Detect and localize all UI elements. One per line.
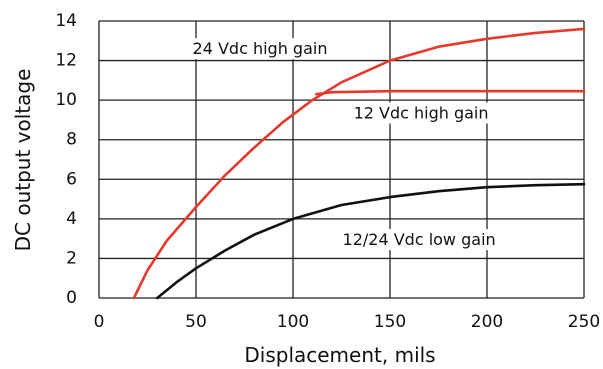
annotation-2: 12 Vdc high gain xyxy=(349,102,493,124)
y-tick-label: 4 xyxy=(66,209,77,229)
x-tick-label: 100 xyxy=(277,312,309,332)
y-tick-label: 8 xyxy=(66,130,77,150)
grid xyxy=(98,20,585,299)
annotation-3: 12/24 Vdc low gain xyxy=(338,229,500,251)
y-tick-label: 0 xyxy=(66,288,77,308)
series-line-1 xyxy=(132,27,586,300)
y-tick-label: 2 xyxy=(66,248,77,268)
annotation-background xyxy=(338,229,500,251)
annotation-1: 24 Vdc high gain xyxy=(188,38,332,60)
x-tick-label: 0 xyxy=(94,312,105,332)
annotation-label: 12 Vdc high gain xyxy=(354,103,489,122)
annotation-label: 24 Vdc high gain xyxy=(193,39,328,58)
series-group xyxy=(132,27,586,300)
annotations: 24 Vdc high gain 12 Vdc high gain 12/24 Vd… xyxy=(188,38,500,251)
y-tick-label: 10 xyxy=(55,90,77,110)
x-tick-label: 50 xyxy=(185,312,207,332)
x-tick-label: 250 xyxy=(568,312,600,332)
series-line-3 xyxy=(155,182,586,300)
annotation-background xyxy=(349,102,493,124)
y-tick-label: 6 xyxy=(66,169,77,189)
tick-labels: 0 2 4 6 8 10 12 14 0 50 100 150 200 250 xyxy=(55,11,600,332)
x-axis-title: Displacement, mils xyxy=(244,343,435,367)
y-axis-title: DC output voltage xyxy=(11,69,35,252)
y-tick-label: 12 xyxy=(55,51,77,71)
annotation-background xyxy=(188,38,332,60)
y-tick-label: 14 xyxy=(55,11,77,31)
x-tick-label: 200 xyxy=(471,312,503,332)
annotation-label: 12/24 Vdc low gain xyxy=(343,230,496,249)
x-tick-label: 150 xyxy=(374,312,406,332)
series-line-2 xyxy=(315,89,586,96)
